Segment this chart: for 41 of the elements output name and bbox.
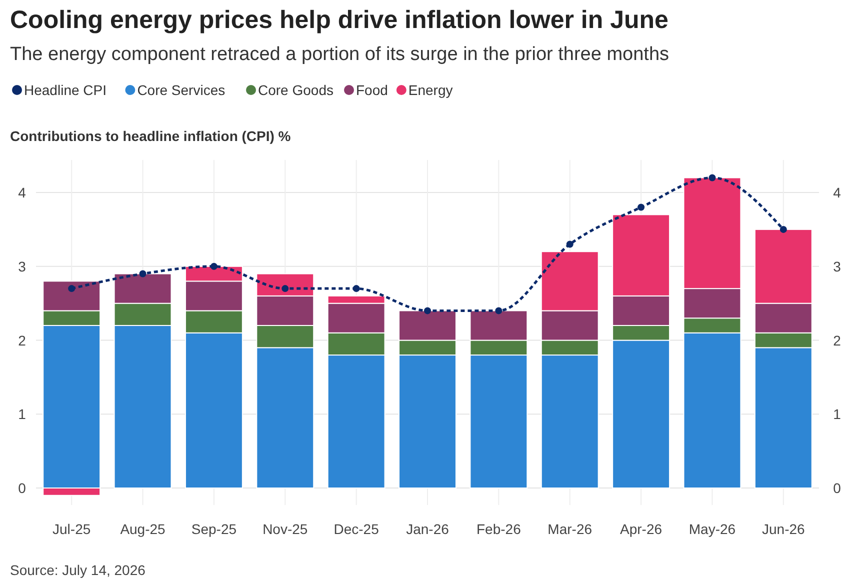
y2-tick-label: 2 [833, 332, 842, 348]
x-tick-label: Apr-26 [620, 521, 662, 537]
point [780, 226, 787, 233]
legend-label: Food [356, 82, 388, 98]
y2-tick-label: 1 [833, 406, 842, 422]
legend-label: Core Goods [258, 82, 334, 98]
chart-title: Cooling energy prices help drive inflation lower in June [10, 6, 669, 34]
point [424, 307, 431, 314]
legend-label: Core Services [137, 82, 226, 98]
x-tick-label: Mar-26 [548, 521, 592, 537]
point [352, 285, 360, 292]
chart-subtitle: The energy component retraced a portion of its surge in the prior three months [10, 44, 670, 65]
x-tick-label: May-26 [688, 521, 736, 537]
point [708, 174, 716, 182]
y-tick-label: 3 [18, 258, 26, 274]
x-tick-label: Aug-25 [120, 521, 166, 537]
point [282, 285, 289, 292]
point [210, 262, 218, 270]
y-tick-label: 4 [18, 184, 26, 201]
point [68, 285, 76, 292]
point [495, 307, 502, 314]
x-tick-label: Sep-25 [191, 521, 237, 537]
legend-label: Energy [408, 82, 453, 98]
legend-label: Headline CPI [24, 82, 106, 98]
point [139, 270, 146, 278]
y2-tick-label: 0 [833, 480, 842, 496]
y2-tick-label: 3 [833, 258, 842, 274]
point [566, 240, 574, 248]
y-axis-title: Contributions to headline inflation (CPI) % [10, 128, 292, 144]
y-tick-label: 1 [18, 406, 26, 422]
y-tick-label: 0 [18, 480, 26, 496]
x-tick-label: Jan-26 [406, 521, 450, 537]
x-tick-label: Jun-26 [762, 521, 806, 537]
x-tick-label: Nov-25 [262, 521, 308, 537]
point [638, 204, 645, 211]
x-tick-label: Jul-25 [52, 521, 91, 537]
y2-tick-label: 4 [833, 184, 842, 201]
y-tick-label: 2 [18, 332, 26, 348]
x-tick-label: Dec-25 [334, 521, 380, 537]
source-note: Source: July 14, 2026 [10, 562, 146, 578]
x-tick-label: Feb-26 [476, 521, 522, 537]
